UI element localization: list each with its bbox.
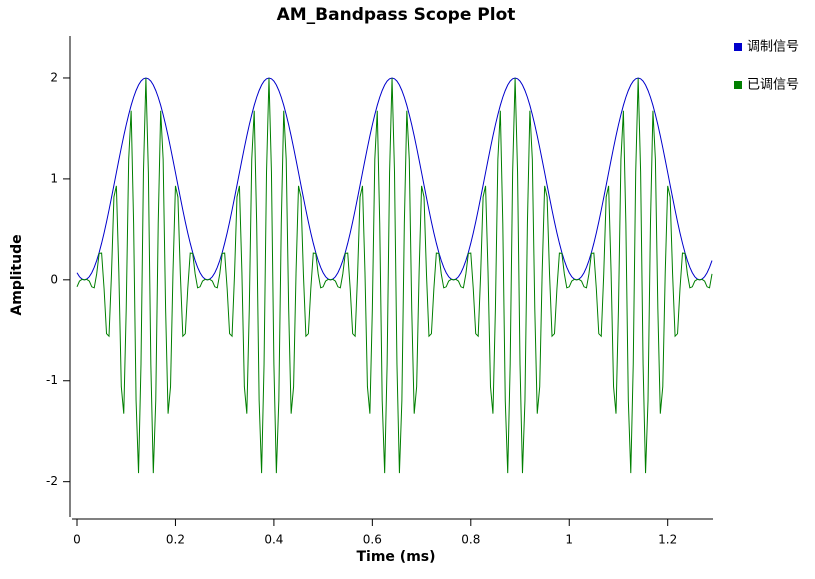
series-line <box>76 77 713 281</box>
legend-swatch <box>734 81 742 89</box>
y-tick-label: 2 <box>50 70 58 84</box>
legend-swatch <box>734 43 742 51</box>
x-tick-label: 0.2 <box>166 533 185 547</box>
y-axis-label: Amplitude <box>9 234 25 315</box>
x-tick-label: 0.6 <box>363 533 382 547</box>
x-axis-label: Time (ms) <box>356 549 435 565</box>
x-tick-label: 1 <box>565 533 573 547</box>
x-tick-label: 0.8 <box>461 533 480 547</box>
series-line <box>76 77 713 474</box>
y-tick-label: 0 <box>50 272 58 286</box>
legend-label: 已调信号 <box>747 78 799 93</box>
x-tick-label: 0 <box>73 533 81 547</box>
y-tick-label: 1 <box>50 171 58 185</box>
y-tick-label: -1 <box>46 373 58 387</box>
x-tick-label: 1.2 <box>658 533 677 547</box>
x-tick-label: 0.4 <box>264 533 283 547</box>
y-tick-label: -2 <box>46 474 58 488</box>
legend-label: 调制信号 <box>747 40 799 55</box>
chart-title: AM_Bandpass Scope Plot <box>277 5 516 25</box>
